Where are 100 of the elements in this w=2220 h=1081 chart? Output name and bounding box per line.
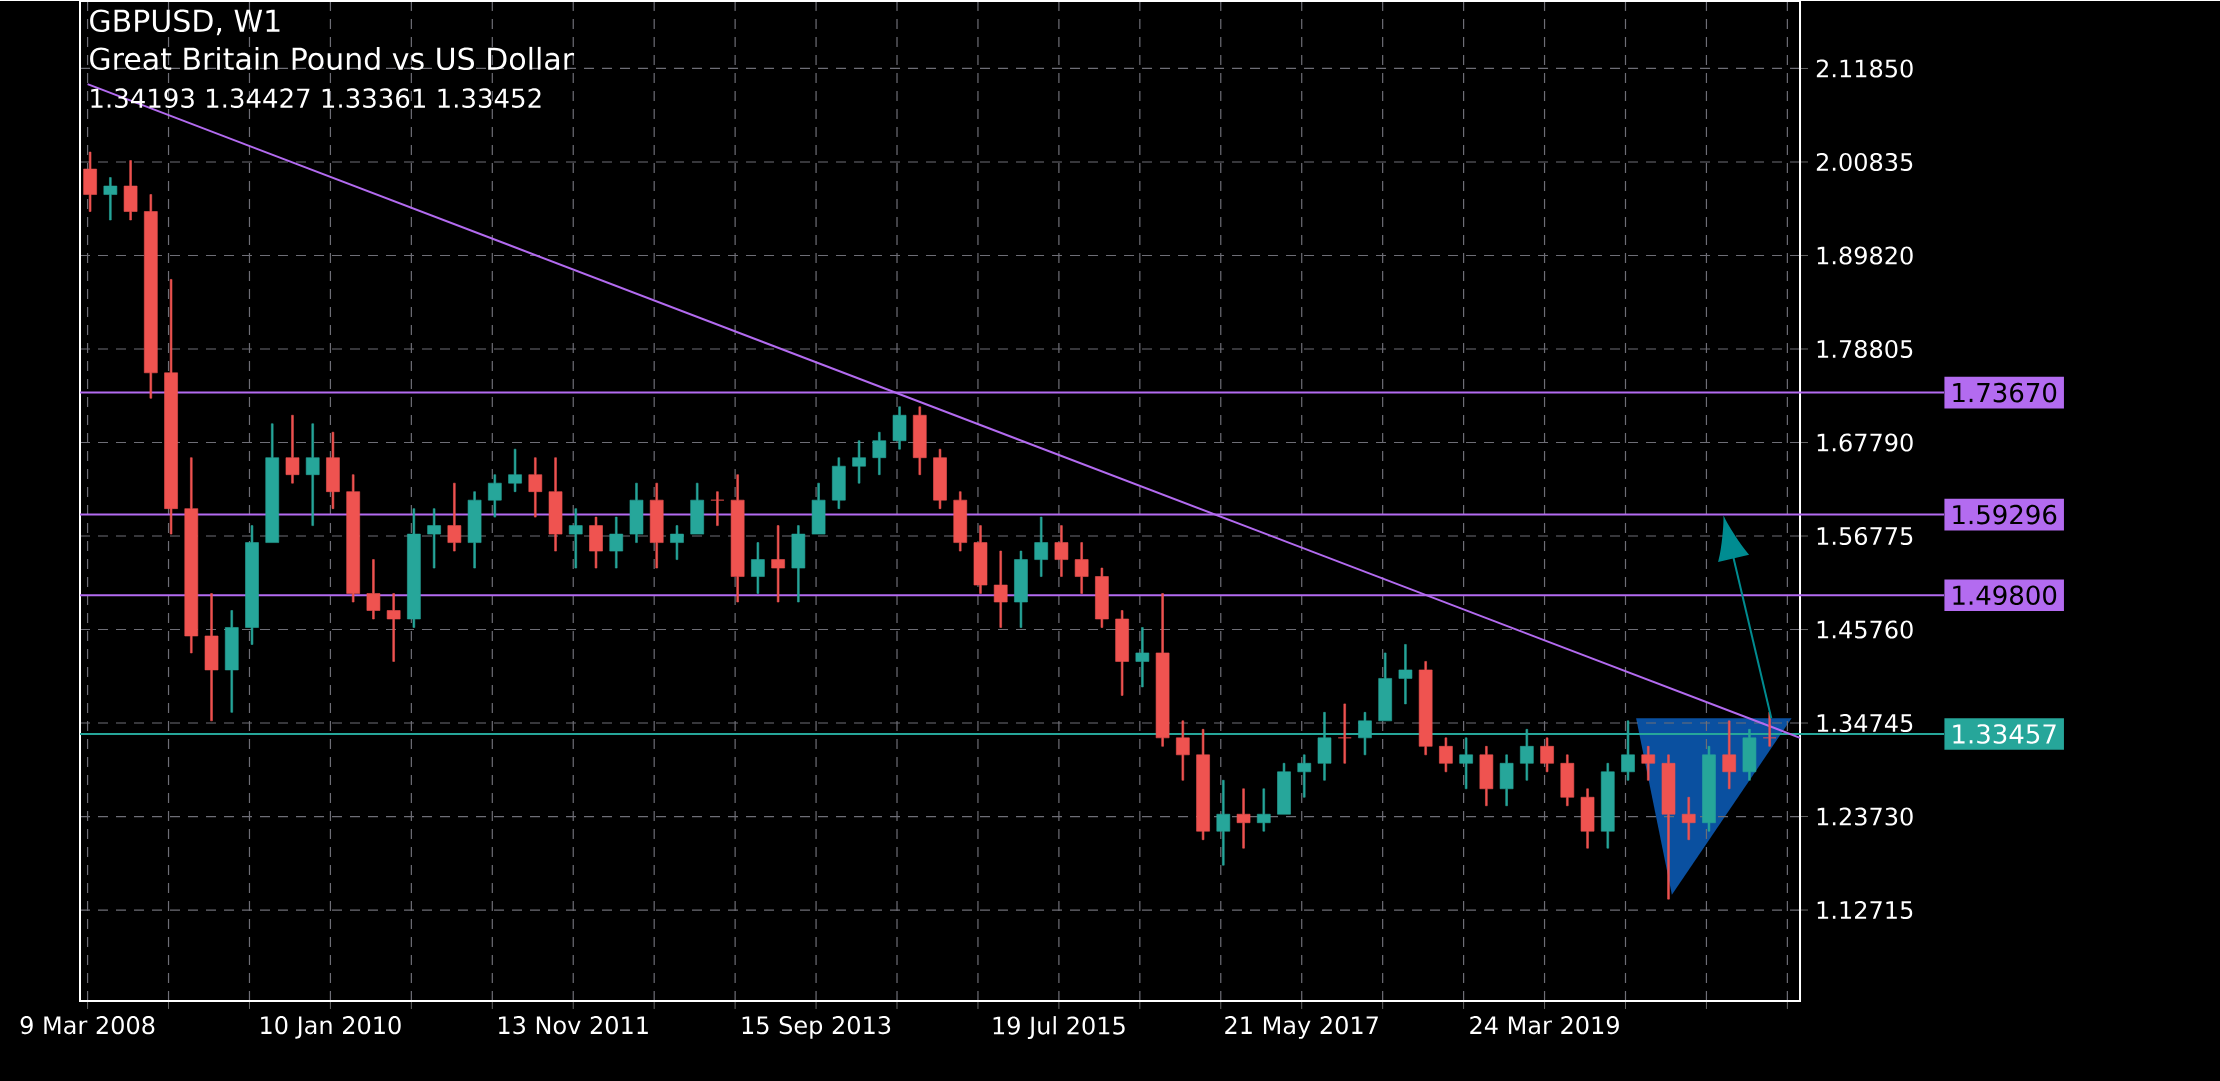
candlestick (488, 474, 502, 518)
y-tick-label: 1.56775 (1817, 526, 1913, 546)
candlestick (1115, 610, 1129, 696)
candlestick (1297, 754, 1312, 798)
text: Great Britain Pound vs US Dollar (90, 46, 575, 71)
candlestick (1155, 593, 1170, 747)
candlestick (953, 491, 968, 552)
y-tick-label: 1.12715 (1817, 900, 1913, 920)
candlestick (1600, 763, 1615, 849)
candlestick (670, 525, 684, 560)
candlestick (629, 482, 644, 543)
candlestick (386, 593, 401, 662)
candlestick (204, 593, 219, 722)
candlestick (568, 508, 583, 569)
candlestick (508, 448, 522, 492)
candlestick (164, 279, 178, 535)
candlestick (912, 406, 927, 475)
candlestick (1176, 720, 1190, 781)
candlestick (1661, 754, 1676, 900)
x-tick-label: 9 Mar 2008 (20, 1016, 155, 1035)
candlestick (1702, 746, 1716, 832)
candlestick (103, 177, 118, 221)
candlestick (123, 160, 138, 221)
candlestick (649, 482, 664, 569)
y-tick-label: 1.23730 (1817, 807, 1913, 826)
y-tick-label: 1.67790 (1817, 433, 1913, 452)
candlestick (346, 474, 360, 603)
y-tick-label: 1.78805 (1817, 339, 1913, 359)
candlestick (791, 525, 806, 603)
candlestick (1499, 754, 1514, 807)
y-tick-label: 1.34745 (1817, 713, 1913, 733)
ref-line-label: 1.49800 (1953, 585, 2057, 606)
candlestick (1236, 788, 1251, 849)
candlestick (1034, 516, 1048, 577)
candlestick (751, 542, 765, 594)
candlestick (467, 491, 482, 569)
candlestick (589, 516, 603, 569)
candlestick (1014, 550, 1028, 628)
candlestick (144, 194, 158, 399)
chart-title: GBPUSD, W1 (90, 9, 280, 36)
candlestick (1479, 746, 1494, 807)
candlestick (973, 525, 988, 594)
candlestick (730, 474, 745, 603)
candlestick (305, 423, 320, 526)
candlestick (1459, 737, 1473, 790)
candlestick (285, 414, 300, 484)
candlestick (690, 482, 704, 535)
candlestick (1216, 779, 1231, 866)
ref-line-label: 1.73670 (1953, 382, 2057, 403)
candlestick (1722, 720, 1736, 790)
candlestick (1135, 627, 1150, 688)
candlestick (83, 151, 97, 212)
candlestick (892, 406, 907, 450)
candlestick (427, 508, 441, 569)
candlestick (1681, 796, 1696, 841)
candlestick (245, 525, 259, 645)
candlestick (1418, 661, 1433, 756)
y-tick-label: 1.89820 (1817, 246, 1913, 265)
y-tick-label: 1.45760 (1817, 620, 1913, 639)
x-tick-label: 19 Jul 2015 (993, 1016, 1125, 1040)
candlestick (609, 516, 624, 569)
candlestick (1580, 788, 1595, 849)
candlestick (548, 457, 563, 552)
candlestick (1196, 729, 1210, 841)
x-tick-label: 10 Jan 2010 (261, 1016, 401, 1039)
candlestick (447, 482, 462, 552)
candlestick (1378, 652, 1392, 722)
candlestick (184, 457, 199, 654)
candlestick (872, 431, 887, 475)
candlestick (1560, 754, 1575, 807)
candlestick (366, 559, 381, 620)
candlestick (1256, 788, 1271, 832)
candlestick (1337, 703, 1352, 764)
y-tick-label: 2.00835 (1816, 152, 1913, 172)
candlestick (710, 491, 725, 526)
candlestick (1074, 542, 1089, 594)
candlestick (852, 440, 866, 484)
ref-line-label: 1.59296 (1953, 504, 2057, 525)
candlestick (1439, 737, 1453, 773)
x-tick-label: 24 Mar 2019 (1470, 1016, 1619, 1035)
candlestick (1277, 763, 1291, 815)
candlestick (832, 457, 846, 509)
candlestick (407, 508, 421, 628)
candlestick (993, 550, 1008, 628)
y-tick-label: 2.11850 (1816, 59, 1913, 78)
x-tick-label: 15 Sep 2013 (742, 1016, 891, 1039)
candlestick (1398, 644, 1413, 705)
candlestick (1540, 737, 1554, 773)
candlestick (528, 457, 543, 518)
candlestick (1054, 525, 1069, 577)
candlestick (771, 525, 785, 603)
candlestick (265, 423, 280, 543)
candlestick (1641, 746, 1656, 781)
candlestick (1095, 567, 1109, 628)
x-tick-label: 21 May 2017 (1225, 1016, 1378, 1039)
candlestick (326, 431, 340, 509)
x-tick-label: 13 Nov 2011 (499, 1016, 648, 1035)
candlestick (811, 482, 826, 535)
ref-line-label: 1.33457 (1953, 724, 2056, 744)
candlestick (224, 610, 239, 713)
